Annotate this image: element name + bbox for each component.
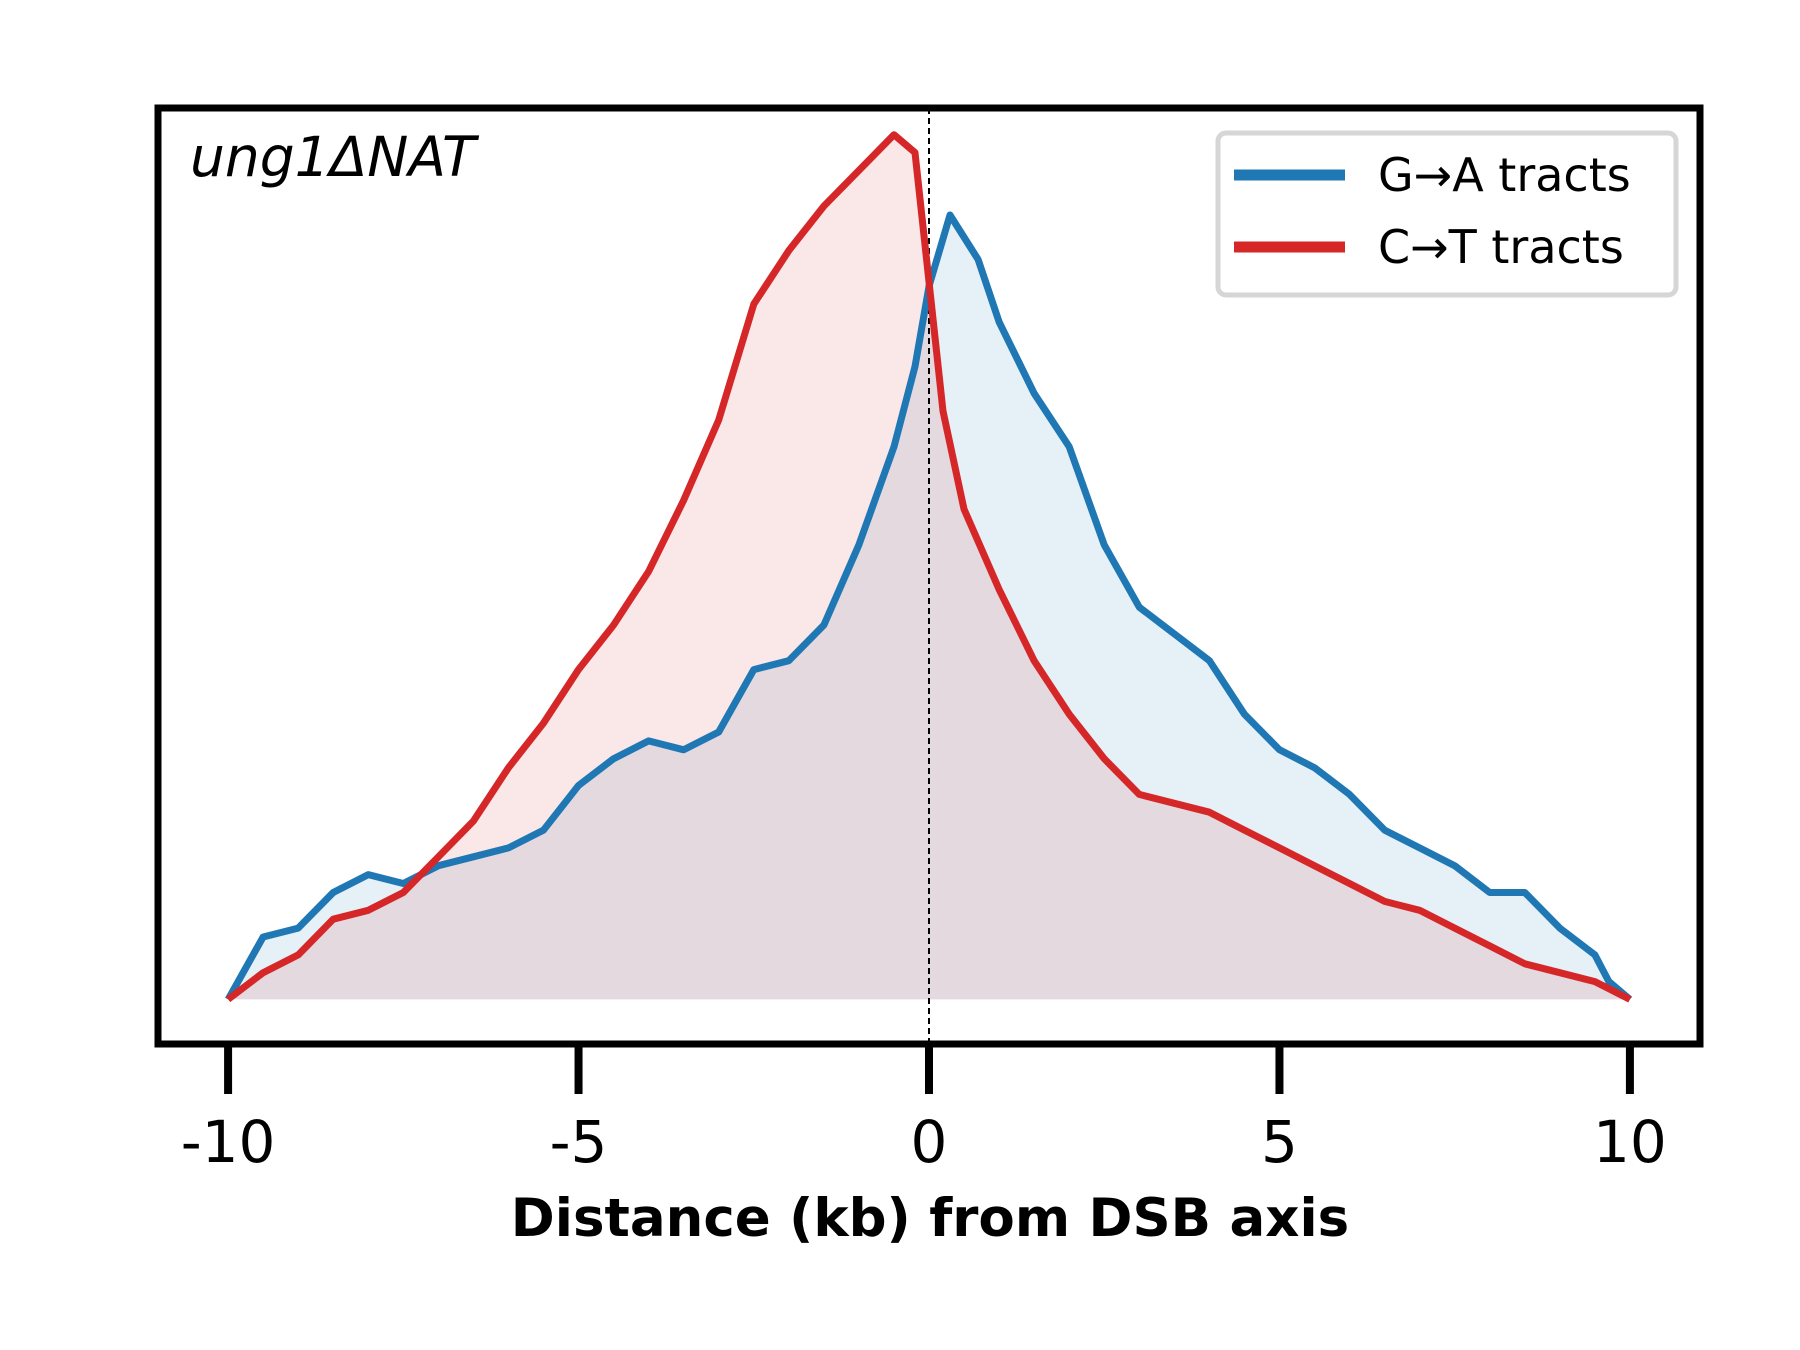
legend-label-ct: C→T tracts — [1378, 220, 1624, 274]
x-tick-label: -10 — [181, 1108, 276, 1176]
x-tick-label: 10 — [1593, 1108, 1667, 1176]
series-lines — [225, 131, 1633, 1003]
legend: G→A tracts C→T tracts — [1215, 130, 1679, 298]
x-tick-label: 0 — [911, 1108, 948, 1176]
series-line-ga — [225, 211, 1633, 1003]
series-line-ct — [225, 131, 1632, 1003]
x-tick-label: 5 — [1261, 1108, 1298, 1176]
x-axis-label: Distance (kb) from DSB axis — [511, 1188, 1349, 1249]
x-tick-label: -5 — [550, 1108, 608, 1176]
series-fill-ga — [228, 215, 1630, 1000]
panel-label: ung1ΔNAT — [190, 125, 480, 189]
legend-label-ga: G→A tracts — [1378, 148, 1631, 202]
x-axis-ticks: -10 -5 0 5 10 — [181, 1044, 1667, 1176]
